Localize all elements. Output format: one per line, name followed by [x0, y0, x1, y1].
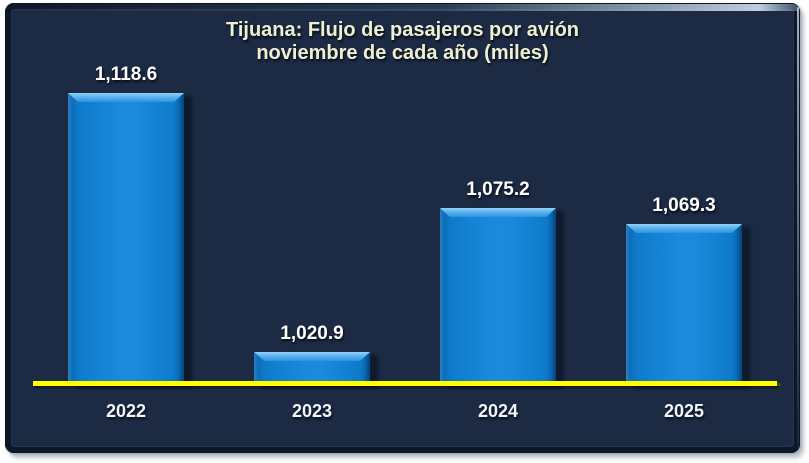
- bar-value-label: 1,075.2: [466, 179, 530, 200]
- chart-title-line2: noviembre de cada año (miles): [256, 42, 549, 64]
- bar-2024: [440, 208, 556, 385]
- bar-2023: [254, 352, 370, 385]
- bar-2025: [626, 224, 742, 385]
- axis-category-label: 2024: [477, 401, 519, 421]
- baseline-axis: [33, 381, 777, 386]
- bar-value-label: 1,118.6: [94, 64, 158, 85]
- chart-title: Tijuana: Flujo de pasajeros por avión no…: [5, 19, 800, 65]
- bar-value-label: 1,069.3: [652, 195, 716, 216]
- axis-category-label: 2023: [291, 401, 333, 421]
- axis-category-label: 2025: [663, 401, 705, 421]
- bar-value-label: 1,020.9: [280, 323, 344, 344]
- chart-slide: Tijuana: Flujo de pasajeros por avión no…: [5, 3, 800, 453]
- bar-2022: [68, 93, 184, 385]
- chart-title-line1: Tijuana: Flujo de pasajeros por avión: [225, 19, 580, 41]
- axis-category-label: 2022: [105, 401, 147, 421]
- plot-area: 1,118.6 2022 1,020.9 2023 1,075.2 2024 1,069.3…: [5, 3, 800, 453]
